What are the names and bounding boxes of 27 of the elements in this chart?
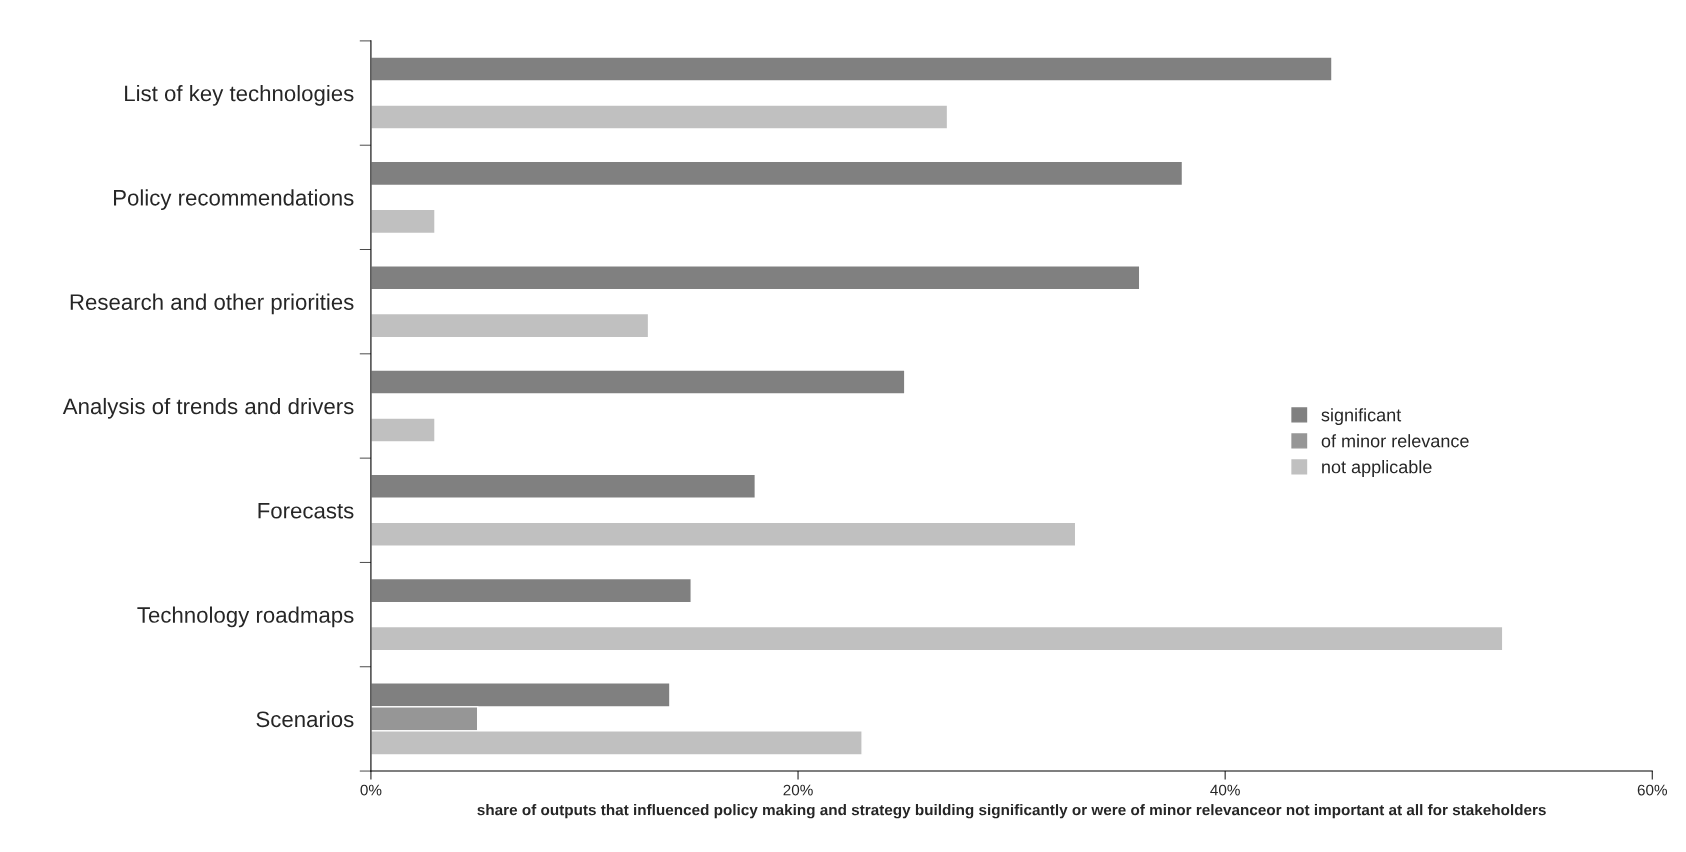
x-tick-label: 40% — [1210, 784, 1240, 796]
y-tick-label: Forecasts — [258, 503, 354, 519]
x-axis-title: share of outputs that influenced policy making and strategy building significantly or were of minor relevanceor not important at all for stakeholders — [477, 804, 1546, 819]
y-tick-label: Research and other priorities — [70, 293, 354, 315]
bar — [370, 208, 436, 235]
bar — [370, 160, 1184, 187]
x-tick-label: 60% — [1637, 784, 1668, 796]
x-tick-label: 20% — [783, 784, 813, 796]
y-tick-label: Analysis of trends and drivers — [62, 397, 354, 419]
legend-label: not applicable — [1322, 460, 1432, 477]
legend-label: of minor relevance — [1321, 434, 1469, 448]
x-tick-label: 0% — [360, 784, 382, 796]
bar — [370, 312, 650, 339]
y-tick-label: Technology roadmaps — [137, 606, 354, 628]
bar — [370, 104, 949, 130]
bar — [370, 577, 692, 604]
bar — [370, 264, 1141, 291]
y-tick-label: Policy recommendations — [114, 189, 354, 211]
bar — [370, 625, 1504, 652]
y-tick-label: Scenarios — [256, 710, 354, 728]
bar — [370, 417, 436, 443]
legend-label: significant — [1321, 408, 1402, 425]
bar — [370, 473, 757, 499]
bar — [370, 521, 1077, 547]
bar — [370, 56, 1333, 82]
bar — [370, 369, 906, 395]
y-tick-label: List of key technologies — [125, 85, 354, 106]
